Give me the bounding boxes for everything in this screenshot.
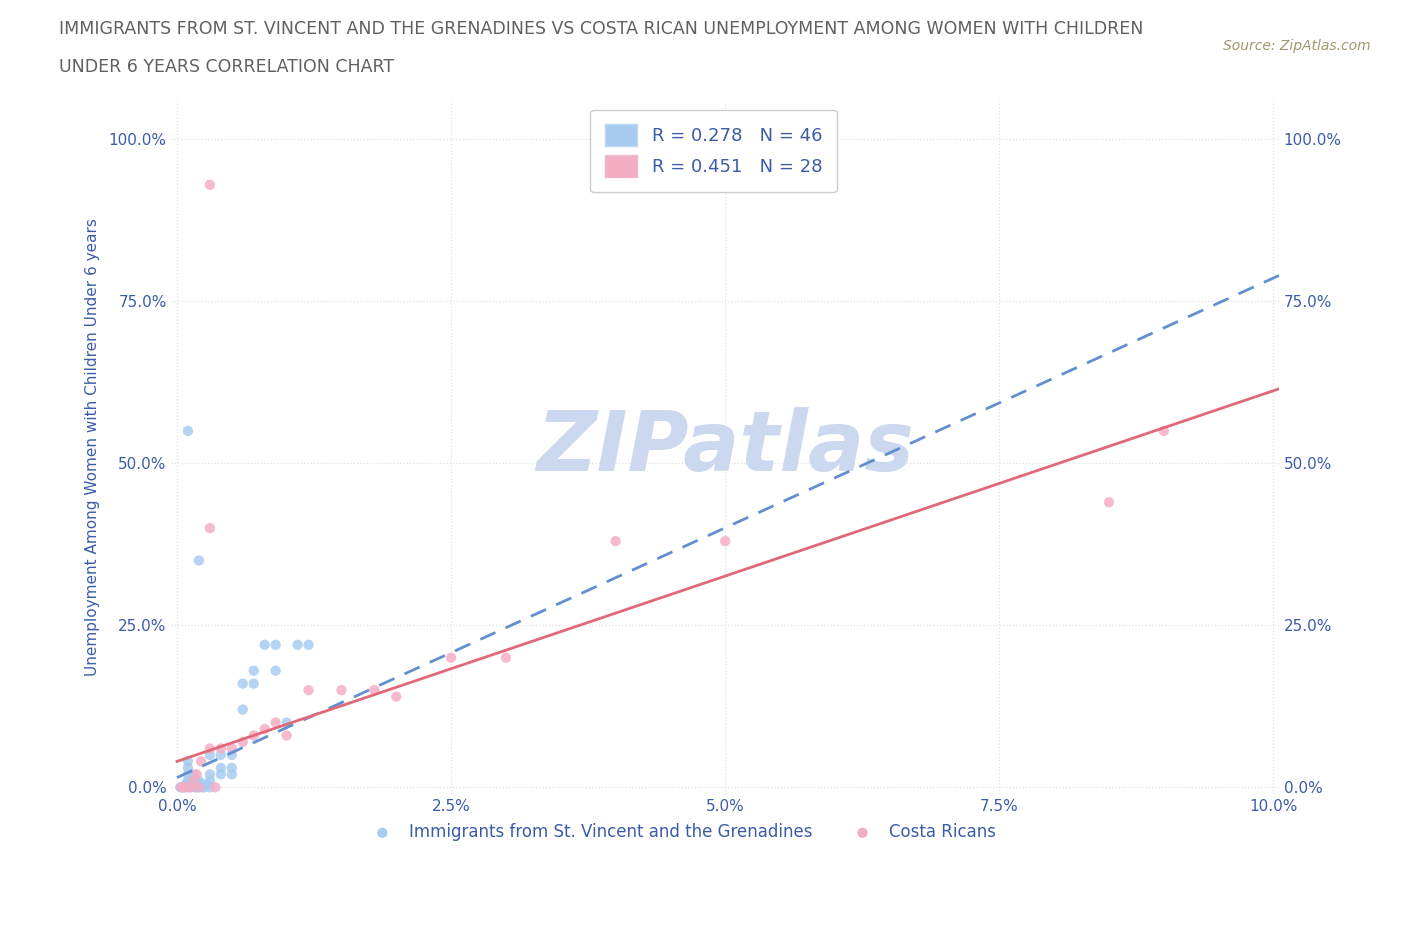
Point	[198, 521, 221, 536]
Point	[209, 761, 232, 776]
Text: Source: ZipAtlas.com: Source: ZipAtlas.com	[1223, 39, 1371, 53]
Point	[221, 767, 243, 782]
Point	[173, 780, 195, 795]
Point	[209, 741, 232, 756]
Point	[186, 767, 208, 782]
Point	[440, 650, 463, 665]
Point	[195, 777, 218, 791]
Point	[204, 780, 226, 795]
Point	[187, 777, 209, 791]
Point	[169, 780, 191, 795]
Text: IMMIGRANTS FROM ST. VINCENT AND THE GRENADINES VS COSTA RICAN UNEMPLOYMENT AMONG: IMMIGRANTS FROM ST. VINCENT AND THE GREN…	[59, 20, 1143, 38]
Point	[198, 780, 221, 795]
Point	[297, 637, 319, 652]
Point	[187, 780, 209, 795]
Point	[177, 423, 200, 438]
Point	[495, 650, 517, 665]
Point	[177, 754, 200, 769]
Point	[177, 774, 200, 789]
Point	[242, 728, 264, 743]
Point	[209, 767, 232, 782]
Point	[190, 777, 212, 791]
Point	[177, 761, 200, 776]
Point	[173, 780, 195, 795]
Point	[221, 741, 243, 756]
Point	[714, 534, 737, 549]
Point	[193, 780, 215, 795]
Point	[179, 780, 201, 795]
Y-axis label: Unemployment Among Women with Children Under 6 years: Unemployment Among Women with Children U…	[86, 219, 100, 676]
Point	[242, 663, 264, 678]
Point	[187, 780, 209, 795]
Point	[198, 178, 221, 193]
Point	[221, 748, 243, 763]
Point	[264, 637, 287, 652]
Point	[183, 774, 205, 789]
Point	[605, 534, 627, 549]
Point	[191, 780, 214, 795]
Point	[177, 767, 200, 782]
Point	[174, 777, 197, 791]
Point	[287, 637, 309, 652]
Point	[183, 774, 205, 789]
Point	[184, 777, 207, 791]
Point	[276, 715, 298, 730]
Point	[177, 780, 200, 795]
Point	[170, 780, 193, 795]
Point	[198, 741, 221, 756]
Text: ZIPatlas: ZIPatlas	[536, 406, 914, 487]
Point	[1098, 495, 1121, 510]
Point	[198, 767, 221, 782]
Point	[1153, 423, 1175, 438]
Point	[198, 774, 221, 789]
Point	[330, 683, 353, 698]
Point	[363, 683, 385, 698]
Point	[172, 780, 194, 795]
Point	[177, 777, 200, 791]
Point	[209, 748, 232, 763]
Point	[297, 683, 319, 698]
Point	[253, 722, 276, 737]
Point	[186, 780, 208, 795]
Point	[177, 780, 200, 795]
Point	[232, 676, 254, 691]
Point	[198, 748, 221, 763]
Point	[187, 553, 209, 568]
Point	[190, 754, 212, 769]
Point	[221, 761, 243, 776]
Point	[187, 774, 209, 789]
Point	[385, 689, 408, 704]
Point	[242, 676, 264, 691]
Point	[179, 780, 201, 795]
Text: UNDER 6 YEARS CORRELATION CHART: UNDER 6 YEARS CORRELATION CHART	[59, 58, 394, 75]
Point	[232, 702, 254, 717]
Point	[183, 767, 205, 782]
Point	[232, 735, 254, 750]
Point	[253, 637, 276, 652]
Point	[180, 777, 202, 791]
Point	[183, 780, 205, 795]
Point	[276, 728, 298, 743]
Point	[264, 663, 287, 678]
Point	[264, 715, 287, 730]
Legend: Immigrants from St. Vincent and the Grenadines, Costa Ricans: Immigrants from St. Vincent and the Gren…	[359, 817, 1002, 848]
